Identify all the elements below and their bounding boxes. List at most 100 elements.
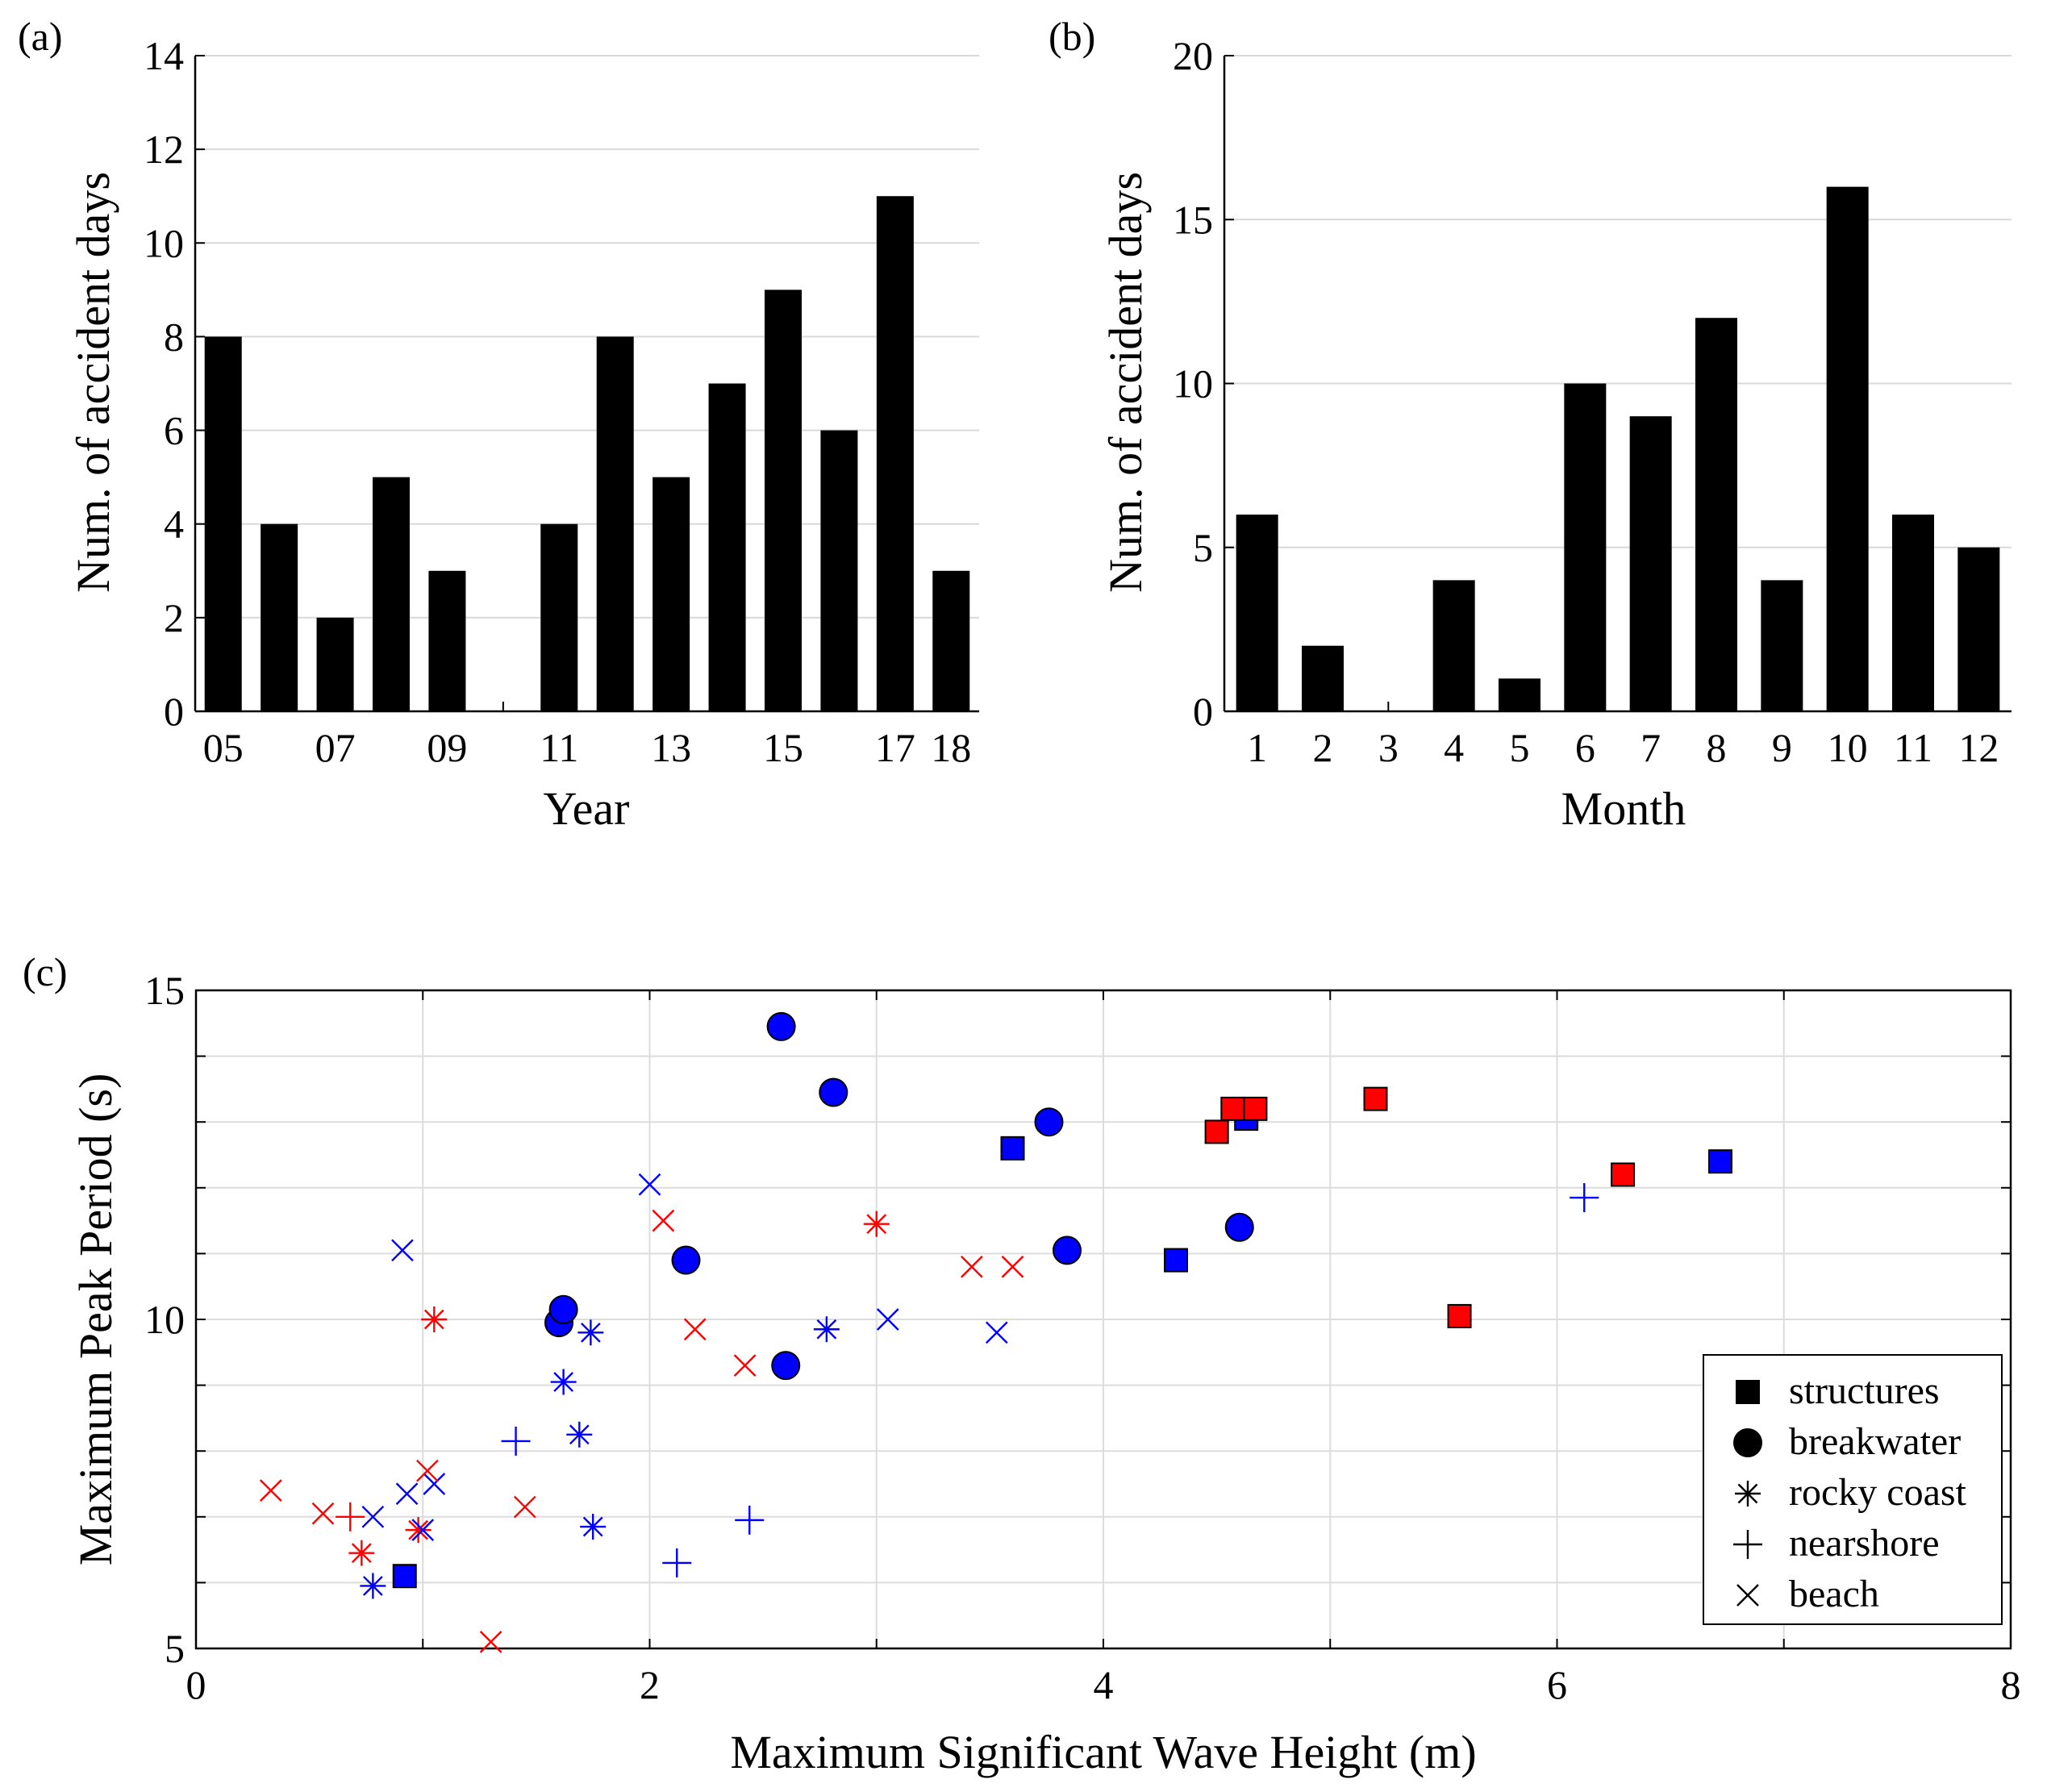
panel-b-bars xyxy=(1236,186,2000,712)
cross-marker-red-2 xyxy=(416,1459,439,1482)
bar-05 xyxy=(204,336,242,711)
x-tick-label-8: 8 xyxy=(1707,725,1727,770)
y-tick-label: 0 xyxy=(164,689,184,734)
panel-a-axes xyxy=(194,55,979,713)
panel-c-scatter-chart: (c) 5 10 15 0 2 4 6 8 Maximum Significant Wave… xyxy=(23,949,2021,1778)
panel-a-y-axis-label: Num. of accident days xyxy=(67,172,119,593)
bar-13 xyxy=(652,477,690,711)
x-tick-label-11: 11 xyxy=(1894,725,1932,770)
y-tick-label: 2 xyxy=(164,595,184,640)
cross-marker-red-0 xyxy=(259,1479,282,1502)
x-tick-label: 6 xyxy=(1547,1662,1567,1707)
x-tick-label-4: 4 xyxy=(1444,725,1464,770)
y-tick-label: 10 xyxy=(144,1297,185,1342)
x-tick-label-5: 5 xyxy=(1510,725,1530,770)
panel-a-x-axis-label: Year xyxy=(544,782,630,835)
y-tick-label: 0 xyxy=(1193,689,1213,734)
bar-14 xyxy=(708,383,746,711)
cross-marker-red-7 xyxy=(733,1354,757,1377)
panel-b-axes xyxy=(1223,55,2012,713)
square-marker-red-3 xyxy=(1363,1086,1388,1111)
square-marker-red-2 xyxy=(1243,1096,1268,1121)
x-tick-label: 4 xyxy=(1094,1662,1114,1707)
bar-2 xyxy=(1302,645,1344,711)
asterisk-marker-blue-5 xyxy=(813,1316,840,1343)
y-tick-label: 12 xyxy=(144,127,184,172)
y-tick-label: 15 xyxy=(1173,197,1213,242)
bar-11 xyxy=(1892,515,1934,711)
legend-marker-square xyxy=(1736,1380,1760,1404)
asterisk-marker-red-0 xyxy=(348,1540,375,1566)
asterisk-marker-blue-3 xyxy=(577,1319,604,1346)
bar-08 xyxy=(373,477,410,711)
y-tick-label: 5 xyxy=(1193,525,1213,570)
panel-c-label: (c) xyxy=(23,949,68,994)
bar-18 xyxy=(932,570,970,711)
panel-c-axes xyxy=(194,989,2012,1650)
bar-09 xyxy=(428,570,466,711)
legend-marker-circle xyxy=(1733,1428,1762,1457)
cross-marker-blue-4 xyxy=(423,1473,446,1495)
cross-marker-blue-7 xyxy=(985,1321,1008,1344)
square-marker-blue-4 xyxy=(1708,1149,1732,1174)
cross-marker-blue-2 xyxy=(395,1482,419,1506)
y-tick-label: 10 xyxy=(1173,361,1213,406)
bar-12 xyxy=(1957,547,2000,711)
plus-marker-blue-1 xyxy=(662,1548,692,1577)
circle-marker-blue-5 xyxy=(819,1077,848,1107)
bar-7 xyxy=(1629,416,1672,711)
x-tick-label-13: 13 xyxy=(651,725,691,770)
panel-c-y-axis-label: Maximum Peak Period (s) xyxy=(69,1073,122,1566)
panel-b-y-axis-label: Num. of accident days xyxy=(1099,172,1152,593)
square-marker-blue-1 xyxy=(1000,1136,1025,1161)
bar-9 xyxy=(1761,580,1803,711)
panel-a-y-tick-labels: 0 2 4 6 8 10 12 14 xyxy=(144,33,184,734)
panel-b-gridlines xyxy=(1224,55,2012,548)
y-tick-label: 4 xyxy=(164,502,184,547)
x-tick-label: 8 xyxy=(2001,1662,2021,1707)
x-tick-label: 2 xyxy=(640,1662,660,1707)
y-tick-label: 5 xyxy=(165,1626,185,1671)
panel-b-x-axis-label: Month xyxy=(1561,782,1686,835)
plus-marker-blue-0 xyxy=(501,1426,531,1456)
circle-marker-blue-2 xyxy=(671,1245,701,1275)
asterisk-marker-red-3 xyxy=(863,1211,890,1237)
x-tick-label-09: 09 xyxy=(427,725,467,770)
legend-label-nearshore: nearshore xyxy=(1789,1522,1940,1565)
cross-marker-red-9 xyxy=(1001,1255,1024,1278)
circle-marker-blue-8 xyxy=(1224,1212,1254,1242)
x-tick-label: 0 xyxy=(186,1662,206,1707)
x-tick-label-7: 7 xyxy=(1641,725,1661,770)
square-marker-red-5 xyxy=(1611,1162,1636,1187)
x-tick-label-12: 12 xyxy=(1958,725,1999,770)
cross-marker-blue-0 xyxy=(361,1505,385,1528)
legend-markers xyxy=(1733,1380,1762,1607)
legend-label-rocky-coast: rocky coast xyxy=(1789,1471,1967,1514)
circle-marker-blue-1 xyxy=(548,1294,578,1324)
asterisk-marker-blue-4 xyxy=(580,1514,607,1540)
panel-a-gridlines xyxy=(195,55,979,619)
circle-marker-blue-7 xyxy=(1053,1236,1082,1265)
square-marker-red-0 xyxy=(1204,1119,1229,1144)
cross-marker-blue-5 xyxy=(638,1173,661,1196)
asterisk-marker-red-1 xyxy=(405,1517,431,1544)
asterisk-marker-red-2 xyxy=(421,1306,448,1332)
bar-15 xyxy=(765,290,802,711)
cross-marker-red-1 xyxy=(311,1502,335,1525)
legend-label-beach: beach xyxy=(1789,1573,1879,1615)
x-tick-label-10: 10 xyxy=(1828,725,1868,770)
panel-c-x-axis-label: Maximum Significant Wave Height (m) xyxy=(730,1726,1476,1778)
cross-marker-red-8 xyxy=(961,1255,983,1278)
asterisk-marker-blue-2 xyxy=(566,1421,593,1448)
circle-marker-blue-4 xyxy=(771,1351,801,1381)
square-marker-red-4 xyxy=(1447,1303,1472,1328)
square-marker-blue-2 xyxy=(1164,1248,1188,1273)
plus-marker-blue-2 xyxy=(735,1505,765,1535)
legend-marker-asterisk xyxy=(1735,1481,1761,1507)
panel-a-year-bar-chart: (a) 0 2 4 6 8 10 12 14 05 07 09 11 13 15 17 18 Year Nu… xyxy=(18,14,979,835)
panel-c-x-tick-labels: 0 2 4 6 8 xyxy=(186,1662,2021,1707)
x-tick-label-17: 17 xyxy=(875,725,915,770)
y-tick-label: 15 xyxy=(144,968,185,1013)
legend-label-breakwater: breakwater xyxy=(1789,1420,1961,1463)
